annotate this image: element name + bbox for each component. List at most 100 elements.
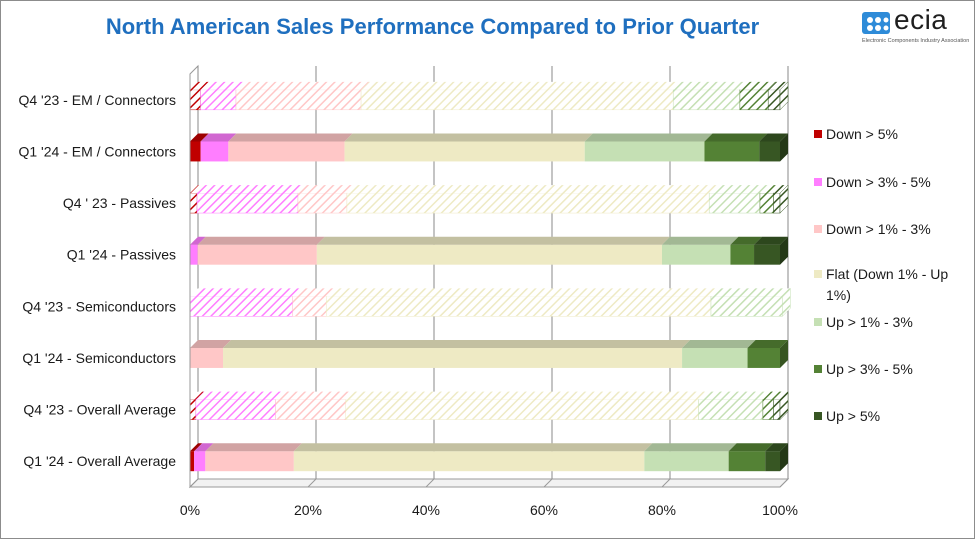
- bar-segment-top: [768, 81, 788, 90]
- bar-segment-top: [326, 288, 719, 297]
- ecia-logo-word: ecia: [894, 4, 948, 35]
- bar-segment-top: [197, 185, 306, 194]
- legend-label: Down > 1% - 3%: [826, 221, 931, 237]
- bar-segment: [704, 141, 760, 162]
- bar-segment: [739, 89, 769, 111]
- bar-segment-top: [728, 443, 774, 452]
- legend-item: Down > 1% - 3%: [814, 219, 966, 240]
- bar-segment: [190, 141, 201, 162]
- legend-item: Up > 1% - 3%: [814, 312, 966, 333]
- bar-segment: [662, 244, 731, 265]
- bar-segment-top: [762, 391, 782, 400]
- bar-segment: [189, 296, 293, 317]
- y-category-label: Q4 '23 - Semiconductors: [22, 298, 176, 314]
- bar-segment-side: [780, 443, 788, 472]
- floor-gridline: [543, 478, 553, 488]
- legend-swatch: [814, 365, 822, 373]
- bar-segment-top: [190, 133, 209, 142]
- bar-segment-top: [644, 443, 737, 452]
- bar-segment-top: [223, 339, 691, 348]
- bar-segment-top: [190, 443, 203, 452]
- bar-segment-top: [194, 443, 214, 452]
- bar-segment: [344, 141, 585, 162]
- ecia-logo-tagline: Electronic Components Industry Associati…: [862, 38, 970, 44]
- bar-segment: [205, 451, 294, 472]
- legend-label: Flat (Down 1% - Up 1%): [826, 266, 949, 303]
- legend-item: Up > 5%: [814, 406, 966, 427]
- legend-swatch: [814, 178, 822, 186]
- bar-segment-top: [739, 81, 777, 90]
- legend-item: Up > 3% - 5%: [814, 359, 966, 380]
- bar-segment-top: [297, 185, 355, 194]
- bar-segment-top: [673, 81, 748, 90]
- bar-segment-side: [782, 287, 791, 317]
- bar-segment: [196, 192, 299, 214]
- bar-segment-top: [710, 288, 791, 297]
- bar-segment-side: [779, 81, 789, 111]
- legend-swatch: [814, 225, 822, 233]
- bar-segment-top: [345, 391, 707, 400]
- bar-segment: [189, 89, 201, 111]
- bar-segment-top: [292, 288, 335, 297]
- bar-segment: [189, 399, 197, 420]
- legend-label: Up > 1% - 3%: [826, 314, 913, 330]
- bar-segment-top: [205, 443, 302, 452]
- bar-segment: [190, 451, 195, 472]
- y-category-label: Q1 '24 - Semiconductors: [22, 350, 176, 366]
- bar-segment: [316, 244, 662, 265]
- legend-item: Flat (Down 1% - Up 1%): [814, 264, 966, 306]
- bar-segment-top: [759, 185, 782, 194]
- bar-segment-top: [747, 339, 788, 348]
- legend-item: Down > 5%: [814, 124, 966, 145]
- bar-segment: [773, 192, 781, 214]
- legend-swatch: [814, 130, 822, 138]
- legend-item: Down > 3% - 5%: [814, 172, 966, 193]
- y-category-label: Q4 '23 - Overall Average: [23, 402, 176, 418]
- bar-segment-top: [759, 133, 788, 142]
- floor-gridline: [307, 478, 317, 488]
- bar-segment-top: [773, 185, 788, 194]
- bar-segment: [767, 89, 781, 111]
- bar-segment: [759, 141, 780, 162]
- bar-segment: [190, 244, 198, 265]
- bar-segment: [194, 451, 206, 472]
- bar-segment-top: [190, 185, 206, 194]
- bar-segment: [754, 244, 780, 265]
- bar-segment: [235, 89, 362, 111]
- x-tick-label: 60%: [530, 502, 558, 518]
- bar-segment: [292, 296, 327, 317]
- legend-swatch: [814, 270, 822, 278]
- bar-segment: [189, 192, 198, 214]
- chart-side-wall: [189, 64, 199, 489]
- bar-segment-top: [200, 81, 245, 90]
- bar-segment-top: [200, 133, 237, 142]
- bar-segment-top: [709, 185, 768, 194]
- bar-segment-top: [195, 391, 284, 400]
- bar-segment: [710, 296, 783, 317]
- x-tick-label: 20%: [294, 502, 322, 518]
- bar-segment: [762, 399, 774, 420]
- bar-segment: [197, 244, 317, 265]
- bar-segment-top: [236, 81, 370, 90]
- bar-segment: [228, 141, 345, 162]
- bar-segment-top: [344, 133, 593, 142]
- bar-segment: [708, 192, 761, 214]
- floor-gridline: [425, 478, 435, 488]
- bar-segment-top: [682, 339, 756, 348]
- bar-segment: [765, 451, 780, 472]
- bar-segment-top: [754, 236, 788, 245]
- bar-segment-top: [228, 133, 353, 142]
- floor-gridline: [661, 478, 671, 488]
- y-category-label: Q1 '24 - Passives: [67, 247, 176, 263]
- bar-segment-side: [780, 236, 788, 265]
- bar-segment-top: [346, 185, 718, 194]
- bar-segment-top: [361, 81, 682, 90]
- bar-segment-top: [704, 133, 768, 142]
- bar-segment: [728, 451, 766, 472]
- bar-segment: [195, 399, 276, 420]
- bar-segment: [360, 89, 674, 111]
- chart-floor: [188, 478, 790, 488]
- bar-segment-top: [190, 391, 204, 400]
- legend-swatch: [814, 318, 822, 326]
